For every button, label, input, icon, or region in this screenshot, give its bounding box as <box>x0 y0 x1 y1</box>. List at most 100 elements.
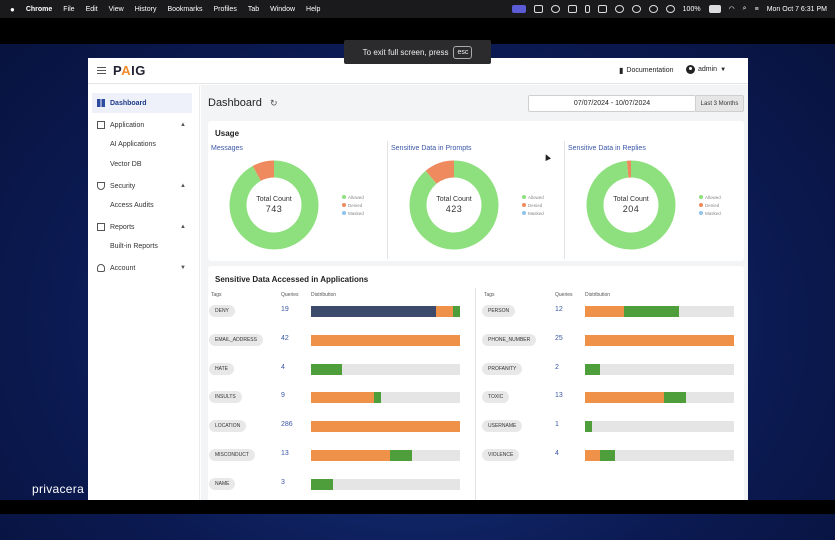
total-count-value: 743 <box>265 204 283 214</box>
bar-segment-green <box>389 450 413 461</box>
donut-slice-denied[interactable] <box>252 160 275 182</box>
distribution-bar[interactable] <box>311 421 460 433</box>
chevron-down-icon: ▼ <box>180 265 186 271</box>
last-3-months-button[interactable]: Last 3 Months <box>695 95 744 112</box>
apple-icon[interactable]: ● <box>10 4 15 14</box>
donut-slice-allowed[interactable] <box>229 160 319 250</box>
distribution-bar[interactable] <box>311 306 460 317</box>
legend-masked[interactable]: Masked <box>699 209 721 217</box>
sidebar-label: Dashboard <box>110 99 147 107</box>
menu-bookmarks[interactable]: Bookmarks <box>167 5 203 13</box>
query-count[interactable]: 4 <box>555 450 559 457</box>
menu-tab[interactable]: Tab <box>247 5 260 13</box>
sidebar-item-application[interactable]: Application ▲ <box>92 115 192 135</box>
query-count[interactable]: 13 <box>555 392 563 400</box>
usage-chart-replies: Sensitive Data in Replies Total Count 204 A… <box>564 141 740 259</box>
legend-allowed[interactable]: Allowed <box>699 193 721 201</box>
distribution-bar[interactable] <box>311 363 460 375</box>
sidebar-item-account[interactable]: Account ▼ <box>92 258 192 278</box>
check-icon[interactable] <box>550 5 560 13</box>
user-icon[interactable] <box>631 5 641 13</box>
sidebar-item-ai-applications[interactable]: AI Applications <box>110 141 156 148</box>
distribution-bar[interactable] <box>585 334 734 346</box>
query-count[interactable]: 19 <box>281 306 289 313</box>
legend-masked[interactable]: Masked <box>522 209 544 217</box>
battery-icon[interactable] <box>708 5 721 13</box>
query-count[interactable]: 9 <box>281 392 285 400</box>
search-icon[interactable]: ⌕ <box>742 5 747 12</box>
query-count[interactable]: 12 <box>555 306 563 313</box>
page-title: Dashboard <box>208 97 262 109</box>
people-icon[interactable] <box>614 5 624 13</box>
query-count[interactable]: 13 <box>281 450 289 457</box>
wifi-icon[interactable]: ◠ <box>728 6 735 13</box>
menu-help[interactable]: Help <box>306 5 321 13</box>
legend-label: Allowed <box>705 194 721 200</box>
legend-label: Denied <box>528 202 543 208</box>
query-count[interactable]: 42 <box>281 334 289 342</box>
legend-allowed[interactable]: Allowed <box>342 193 364 201</box>
menu-window[interactable]: Window <box>270 5 296 13</box>
distribution-bar[interactable] <box>311 334 460 346</box>
window-icon[interactable] <box>597 5 607 13</box>
bluetooth-icon[interactable] <box>584 5 590 13</box>
donut-slice-allowed[interactable] <box>409 160 499 250</box>
refresh-icon[interactable]: ↻ <box>270 98 278 108</box>
usage-chart-prompts: Sensitive Data in Prompts Total Count 423 A… <box>387 141 563 259</box>
distribution-bar[interactable] <box>585 450 734 461</box>
query-count[interactable]: 4 <box>281 363 285 371</box>
query-count[interactable]: 3 <box>281 478 285 486</box>
menu-profiles[interactable]: Profiles <box>213 5 237 13</box>
menu-hamburger-icon[interactable] <box>97 67 106 74</box>
sidebar-item-reports[interactable]: Reports ▲ <box>92 217 192 237</box>
paig-app-window: PAIG ▮ Documentation admin ▼ Dashboard A… <box>88 58 748 500</box>
sidebar-item-vector-db[interactable]: Vector DB <box>110 161 142 168</box>
donut-slice-denied[interactable] <box>425 160 455 185</box>
date-range-picker[interactable]: 07/07/2024 - 10/07/2024 <box>528 95 696 112</box>
user-menu[interactable]: admin ▼ <box>686 65 726 74</box>
shield-icon <box>97 182 105 190</box>
distribution-bar[interactable] <box>311 478 460 490</box>
dashboard-grid-icon <box>97 99 105 107</box>
legend-denied[interactable]: Denied <box>522 201 544 209</box>
display-icon[interactable] <box>567 5 577 13</box>
sidebar-item-dashboard[interactable]: Dashboard <box>92 93 192 113</box>
cloud-icon[interactable] <box>533 5 543 13</box>
distribution-bar[interactable] <box>585 363 734 375</box>
query-count[interactable]: 286 <box>281 421 293 429</box>
distribution-bar[interactable] <box>311 392 460 404</box>
donut-slice-allowed[interactable] <box>586 160 676 250</box>
menubar-clock[interactable]: Mon Oct 7 6:31 PM <box>766 5 827 13</box>
table-row: PROFANITY 2 <box>476 361 738 377</box>
play-icon[interactable] <box>665 5 675 13</box>
screen-share-icon[interactable] <box>511 5 526 13</box>
menu-history[interactable]: History <box>134 5 157 13</box>
sidebar-item-security[interactable]: Security ▲ <box>92 176 192 196</box>
sidebar-item-access-audits[interactable]: Access Audits <box>110 202 154 209</box>
query-count[interactable]: 2 <box>555 363 559 371</box>
sidebar-item-built-in-reports[interactable]: Built-in Reports <box>110 243 158 250</box>
menu-file[interactable]: File <box>63 5 75 13</box>
legend-denied[interactable]: Denied <box>342 201 364 209</box>
paig-logo[interactable]: PAIG <box>113 63 146 78</box>
menu-edit[interactable]: Edit <box>85 5 98 13</box>
distribution-bar[interactable] <box>585 421 734 433</box>
legend-allowed[interactable]: Allowed <box>522 193 544 201</box>
header-distribution: Distribution <box>585 292 611 298</box>
query-count[interactable]: 1 <box>555 421 559 429</box>
distribution-bar[interactable] <box>311 450 460 461</box>
distribution-bar[interactable] <box>585 392 734 404</box>
control-center-icon[interactable]: ≡ <box>754 5 759 13</box>
usage-chart-title: Messages <box>211 145 243 152</box>
legend-denied[interactable]: Denied <box>699 201 721 209</box>
legend-masked[interactable]: Masked <box>342 209 364 217</box>
bar-segment-orange <box>585 450 600 461</box>
clock-icon[interactable] <box>648 5 658 13</box>
query-count[interactable]: 25 <box>555 334 563 342</box>
bar-segment-orange <box>585 334 734 346</box>
menu-app-name[interactable]: Chrome <box>25 5 53 13</box>
bar-segment-orange <box>311 450 390 461</box>
menu-view[interactable]: View <box>108 5 124 13</box>
documentation-link[interactable]: ▮ Documentation <box>619 66 674 75</box>
distribution-bar[interactable] <box>585 306 734 317</box>
